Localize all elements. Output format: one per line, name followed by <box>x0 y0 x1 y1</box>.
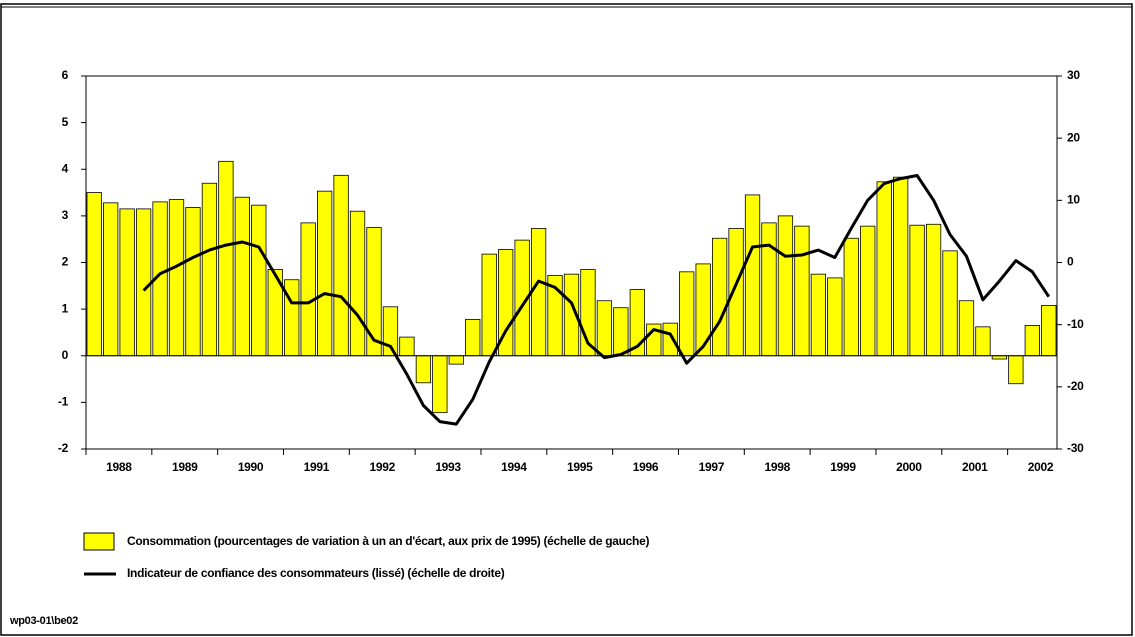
bar <box>975 326 991 357</box>
bar <box>465 318 481 357</box>
bar <box>794 225 810 357</box>
x-tick-label: 1999 <box>830 460 856 474</box>
y-tick-label: 1 <box>62 301 69 315</box>
x-tick-label: 1988 <box>106 460 132 474</box>
bar <box>86 192 102 357</box>
y2-tick-label: 20 <box>1067 130 1080 144</box>
bar <box>448 355 464 365</box>
x-tick-label: 2000 <box>896 460 922 474</box>
x-tick-label: 1990 <box>238 460 264 474</box>
y-tick-label: -1 <box>58 395 69 409</box>
legend-label: Indicateur de confiance des consommateur… <box>127 566 505 580</box>
y2-tick-label: -10 <box>1067 317 1084 331</box>
y-tick-label: 4 <box>62 161 69 175</box>
bar <box>711 237 728 357</box>
y-tick-label: 3 <box>62 208 69 222</box>
x-tick-label: 1991 <box>304 460 330 474</box>
bar <box>958 300 975 357</box>
bar <box>777 215 794 357</box>
x-tick-label: 1996 <box>633 460 659 474</box>
y-tick-label: 6 <box>62 68 69 82</box>
bar <box>744 194 761 357</box>
bar <box>234 196 250 357</box>
y-tick-label: 2 <box>62 255 69 269</box>
bar <box>168 199 185 357</box>
x-tick-label: 1995 <box>567 460 593 474</box>
bar <box>695 263 711 357</box>
legend-label: Consommation (pourcentages de variation … <box>127 534 649 548</box>
bar <box>613 307 629 357</box>
bar <box>827 277 843 357</box>
bar <box>284 279 300 357</box>
bar <box>432 355 448 414</box>
bar <box>876 181 892 357</box>
y-tick-label: 0 <box>62 348 69 362</box>
x-tick-label: 2001 <box>962 460 988 474</box>
bar <box>103 202 119 357</box>
y2-tick-label: 30 <box>1067 68 1080 82</box>
bar <box>530 228 547 357</box>
bar <box>317 190 333 357</box>
y2-tick-label: 0 <box>1067 255 1074 269</box>
line <box>142 174 1051 426</box>
y-tick-label: -2 <box>58 441 69 455</box>
bar <box>300 222 316 357</box>
bar <box>481 253 497 357</box>
page-frame <box>0 3 1133 636</box>
x-tick-label: 1997 <box>699 460 725 474</box>
bar <box>135 208 152 357</box>
y2-tick-label: 10 <box>1067 193 1080 207</box>
bar <box>925 223 942 357</box>
bar <box>399 336 415 357</box>
bar <box>366 227 382 357</box>
bar <box>942 250 958 357</box>
bar <box>415 355 432 384</box>
x-tick-label: 1993 <box>435 460 461 474</box>
bar <box>761 222 777 357</box>
bar <box>333 174 349 357</box>
x-tick-label: 1998 <box>764 460 790 474</box>
y2-tick-label: -20 <box>1067 379 1084 393</box>
bar <box>893 176 909 357</box>
bar <box>349 210 366 357</box>
bar <box>909 224 925 357</box>
bar <box>596 300 613 357</box>
legend-swatch-bar <box>83 532 115 551</box>
x-tick-label: 2002 <box>1028 460 1054 474</box>
bar <box>218 160 234 357</box>
bar <box>251 204 267 357</box>
bar <box>843 237 859 357</box>
bar <box>860 225 876 357</box>
bar <box>679 271 695 357</box>
plot-frame <box>85 75 1058 450</box>
bar <box>201 182 218 357</box>
x-tick-label: 1992 <box>369 460 395 474</box>
y2-tick-label: -30 <box>1067 441 1084 455</box>
bar <box>1024 325 1040 357</box>
bar <box>1008 355 1024 385</box>
bar <box>119 208 135 357</box>
x-tick-label: 1994 <box>501 460 527 474</box>
bar <box>810 273 826 357</box>
bar <box>185 207 201 357</box>
bar <box>662 322 678 357</box>
bar <box>1041 304 1057 357</box>
y-tick-label: 5 <box>62 115 69 129</box>
footer: wp03-01\be02 <box>9 615 78 627</box>
x-tick-label: 1989 <box>172 460 198 474</box>
